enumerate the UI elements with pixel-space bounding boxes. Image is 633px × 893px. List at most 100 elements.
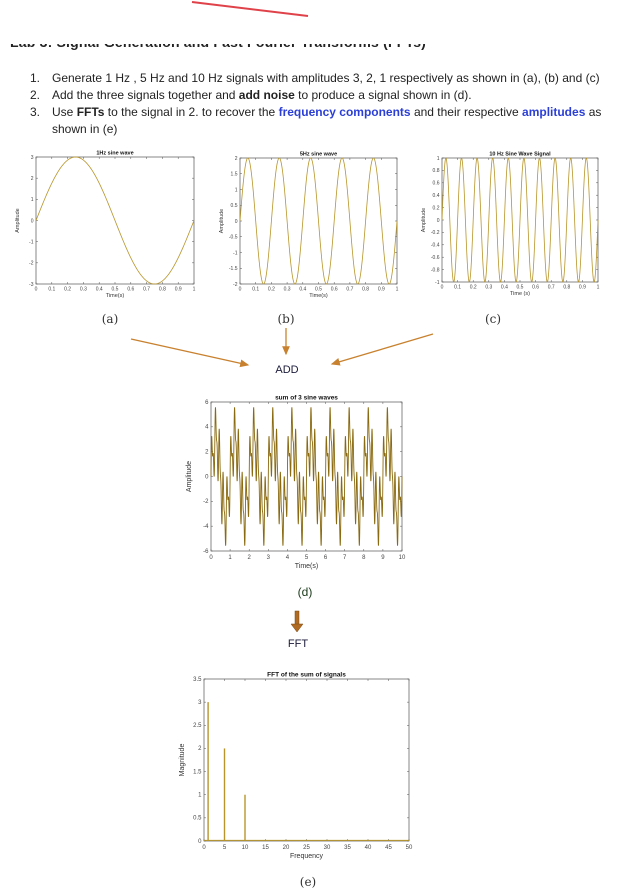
item-text-bold: FFTs bbox=[76, 105, 105, 119]
x-tick-label: 0.5 bbox=[112, 287, 119, 293]
y-tick-label: -1 bbox=[233, 250, 238, 256]
y-tick-label: 3.5 bbox=[193, 677, 202, 683]
y-tick-label: 0 bbox=[235, 219, 238, 225]
x-tick-label: 0 bbox=[209, 555, 213, 561]
x-tick-label: 0.9 bbox=[175, 287, 182, 293]
x-tick-label: 0.2 bbox=[470, 285, 477, 291]
y-tick-label: -1 bbox=[29, 239, 34, 245]
x-tick-label: 0.3 bbox=[80, 287, 87, 293]
instructions-list: 1. Generate 1 Hz , 5 Hz and 10 Hz signal… bbox=[24, 70, 614, 138]
x-tick-label: 0.4 bbox=[96, 287, 103, 293]
y-tick-label: -3 bbox=[29, 282, 34, 288]
chart-svg: 0 0.1 0.2 0.3 0.4 0.5 0.6 0.7 0.8 0.9 1 -1 -0.8 -0.6 -… bbox=[421, 152, 600, 298]
y-tick-label: -0.8 bbox=[431, 267, 440, 273]
x-tick-label: 0.6 bbox=[127, 287, 134, 293]
y-tick-label: 1.5 bbox=[231, 172, 238, 178]
red-annotation-line bbox=[191, 1, 309, 17]
x-tick-label: 1 bbox=[396, 287, 399, 293]
x-tick-label: 0.7 bbox=[143, 287, 150, 293]
highlight-amplitudes: amplitudes bbox=[522, 105, 586, 119]
x-tick-label: 0.7 bbox=[548, 285, 555, 291]
x-tick-label: 0.2 bbox=[64, 287, 71, 293]
x-tick-label: 5 bbox=[305, 555, 309, 561]
x-tick-label: 30 bbox=[324, 845, 331, 851]
y-tick-label: 0.2 bbox=[433, 205, 440, 211]
x-tick-label: 0.4 bbox=[299, 287, 306, 293]
x-tick-label: 0.3 bbox=[284, 287, 291, 293]
y-tick-label: 0.6 bbox=[433, 181, 440, 187]
y-tick-label: -2 bbox=[203, 499, 209, 505]
x-tick-label: 0.1 bbox=[252, 287, 259, 293]
chart-title: FFT of the sum of signals bbox=[267, 672, 346, 679]
fft-arrow-shaft bbox=[294, 610, 300, 626]
x-tick-label: 40 bbox=[365, 845, 372, 851]
y-axis-label: Amplitude bbox=[219, 209, 225, 233]
x-tick-label: 0.5 bbox=[315, 287, 322, 293]
x-tick-label: 0.5 bbox=[517, 285, 524, 291]
plot-fft-magnitude: 0 5 10 15 20 25 30 35 40 45 50 0 0.5 1 1.5 2 2.5 3 3.5 FFT … bbox=[175, 665, 435, 870]
chart-title: sum of 3 sine waves bbox=[275, 395, 338, 402]
item-number: 1. bbox=[30, 71, 41, 85]
plot-1hz-sine: 0 0.1 0.2 0.3 0.4 0.5 0.6 0.7 0.8 0.9 1 -3 -2 -1 0 1 2 3 1… bbox=[0, 140, 210, 310]
x-tick-label: 1 bbox=[228, 555, 232, 561]
chart-title: 1Hz sine wave bbox=[96, 151, 133, 157]
y-tick-label: -1.5 bbox=[229, 266, 238, 272]
y-tick-label: 0 bbox=[31, 218, 34, 224]
x-axis-label: Time(s) bbox=[106, 293, 125, 299]
chart-svg: 0 1 2 3 4 5 6 7 8 9 10 -6 -4 -2 0 2 4 6 sum of 3 sine wave… bbox=[186, 395, 406, 571]
x-axis-label: Frequency bbox=[290, 853, 324, 860]
item-number: 2. bbox=[30, 88, 41, 102]
item-text-bold: add noise bbox=[238, 88, 295, 102]
data-series bbox=[35, 156, 195, 285]
item-number: 3. bbox=[30, 105, 41, 119]
y-tick-label: 4 bbox=[205, 425, 209, 431]
x-tick-label: 0.9 bbox=[579, 285, 586, 291]
y-tick-label: -1 bbox=[435, 280, 440, 286]
x-tick-label: 6 bbox=[324, 555, 328, 561]
x-tick-label: 2 bbox=[248, 555, 252, 561]
x-tick-label: 9 bbox=[381, 555, 385, 561]
fft-label: FFT bbox=[287, 638, 309, 650]
x-tick-label: 0.8 bbox=[362, 287, 369, 293]
caption-e: (e) bbox=[299, 875, 317, 889]
x-tick-label: 8 bbox=[362, 555, 366, 561]
chart-title: 10 Hz Sine Wave Signal bbox=[489, 152, 551, 158]
x-tick-label: 1 bbox=[597, 285, 600, 291]
x-tick-label: 5 bbox=[223, 845, 227, 851]
y-tick-label: -2 bbox=[233, 282, 238, 288]
y-tick-label: 0 bbox=[205, 474, 209, 480]
y-tick-label: -2 bbox=[29, 261, 34, 267]
y-tick-label: 2 bbox=[235, 156, 238, 162]
chart-title: 5Hz sine wave bbox=[300, 152, 337, 158]
x-tick-label: 0.6 bbox=[532, 285, 539, 291]
y-tick-label: 1.5 bbox=[193, 769, 202, 775]
data-series bbox=[210, 407, 403, 546]
x-tick-label: 0.3 bbox=[485, 285, 492, 291]
y-tick-label: 2 bbox=[205, 449, 209, 455]
y-tick-label: 3 bbox=[31, 155, 34, 161]
caption-a: (a) bbox=[101, 312, 119, 326]
y-tick-label: 0.4 bbox=[433, 193, 440, 199]
x-tick-label: 1 bbox=[193, 287, 196, 293]
item-text: as shown in (e) bbox=[52, 105, 602, 136]
x-tick-label: 4 bbox=[286, 555, 290, 561]
y-tick-label: 3 bbox=[198, 700, 202, 706]
item-text: Use bbox=[52, 105, 77, 119]
y-tick-label: -0.5 bbox=[229, 235, 238, 241]
y-tick-label: 1 bbox=[198, 793, 202, 799]
chart-svg: 0 0.1 0.2 0.3 0.4 0.5 0.6 0.7 0.8 0.9 1 -2 -1.5 -1 -0.… bbox=[219, 152, 399, 300]
item-text: and their respective bbox=[410, 105, 523, 119]
x-tick-label: 10 bbox=[242, 845, 249, 851]
x-axis-label: Time(s) bbox=[295, 563, 318, 570]
x-tick-label: 45 bbox=[385, 845, 392, 851]
y-tick-label: 0 bbox=[437, 218, 440, 224]
arrow-from-c bbox=[330, 333, 434, 366]
x-tick-label: 0 bbox=[239, 287, 242, 293]
y-tick-label: 2 bbox=[31, 176, 34, 182]
y-tick-label: 1 bbox=[235, 187, 238, 193]
caption-b: (b) bbox=[277, 312, 295, 326]
x-tick-label: 7 bbox=[343, 555, 347, 561]
y-tick-label: -0.4 bbox=[431, 243, 440, 249]
caption-d: (d) bbox=[297, 585, 313, 599]
